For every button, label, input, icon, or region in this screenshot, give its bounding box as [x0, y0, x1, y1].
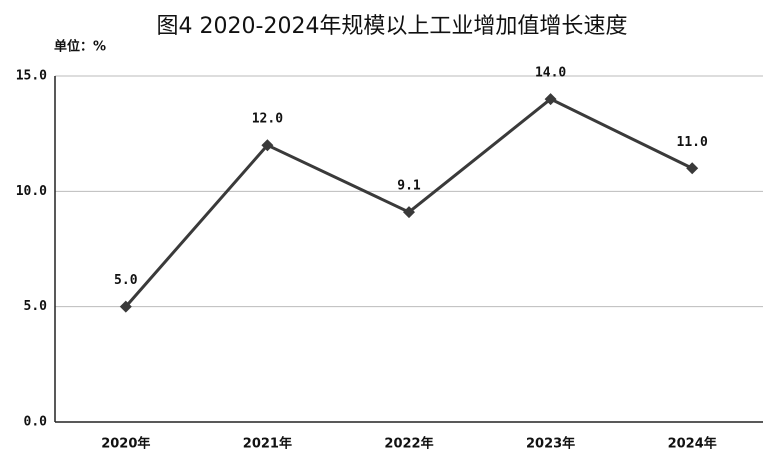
- y-tick-label: 5.0: [24, 299, 48, 314]
- y-tick-label: 0.0: [24, 415, 48, 430]
- y-tick-label: 10.0: [16, 184, 47, 199]
- data-point: [119, 300, 132, 313]
- data-line: [124, 97, 693, 308]
- y-axis-label: 单位：%: [54, 39, 106, 55]
- data-point: [544, 93, 557, 106]
- data-point: [403, 206, 415, 219]
- x-tick-label: 2024年: [668, 436, 717, 452]
- chart-title: 图4 2020-2024年规模以上工业增加值增长速度: [157, 14, 628, 39]
- data-label: 12.0: [252, 112, 283, 127]
- data-label: 5.0: [114, 273, 138, 288]
- data-point: [261, 139, 274, 152]
- x-tick-label: 2020年: [101, 436, 150, 452]
- data-label: 11.0: [677, 135, 708, 150]
- x-tick-label: 2023年: [526, 436, 575, 452]
- y-tick-label: 15.0: [16, 69, 47, 84]
- x-tick-label: 2022年: [384, 436, 433, 452]
- data-point: [686, 162, 699, 175]
- data-label: 9.1: [397, 179, 421, 194]
- x-tick-label: 2021年: [243, 436, 292, 452]
- data-label: 14.0: [535, 66, 566, 81]
